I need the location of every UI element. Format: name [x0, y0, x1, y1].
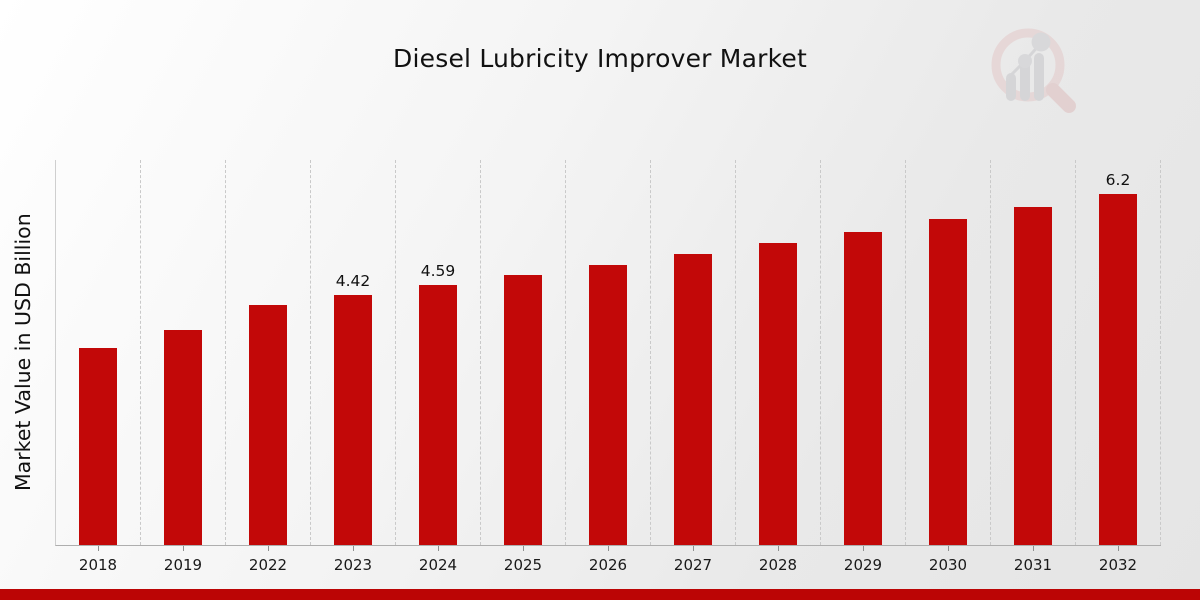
bar	[164, 330, 202, 545]
bar-value-label: 4.59	[420, 262, 456, 280]
bar	[844, 232, 882, 545]
bar	[929, 219, 967, 545]
chart-title: Diesel Lubricity Improver Market	[393, 44, 807, 73]
bar	[589, 265, 627, 545]
chart-column: 4.59 2024	[396, 160, 481, 574]
x-axis-tick	[523, 546, 524, 551]
bar	[79, 348, 117, 545]
y-axis-title: Market Value in USD Billion	[11, 213, 35, 492]
x-tick-label: 2030	[928, 556, 968, 574]
x-tick-label: 2022	[248, 556, 288, 574]
x-axis-tick	[1033, 546, 1034, 551]
x-axis-tick	[1118, 546, 1119, 551]
chart-column: 6.2 2032	[1076, 160, 1161, 574]
bar-value-label: 6.2	[1105, 171, 1131, 189]
bar	[419, 285, 457, 545]
bar	[334, 295, 372, 545]
bar	[504, 275, 542, 545]
x-tick-label: 2018	[78, 556, 118, 574]
chart-column: 2019	[141, 160, 226, 574]
x-axis-tick	[98, 546, 99, 551]
x-axis-tick	[863, 546, 864, 551]
chart-column: 2031	[991, 160, 1076, 574]
x-axis-tick	[353, 546, 354, 551]
bar	[759, 243, 797, 545]
chart-column: 2027	[651, 160, 736, 574]
magnifier-bar-chart-icon	[991, 28, 1076, 113]
x-axis-tick	[608, 546, 609, 551]
x-tick-label: 2023	[333, 556, 373, 574]
plot-area: 2018 2019 2022 4.42 2023 4.59 2024 2025 2026 2027…	[55, 160, 1161, 574]
x-tick-label: 2026	[588, 556, 628, 574]
x-tick-label: 2029	[843, 556, 883, 574]
bar	[1099, 194, 1137, 545]
x-tick-label: 2028	[758, 556, 798, 574]
bar	[674, 254, 712, 545]
x-axis-tick	[183, 546, 184, 551]
chart-column: 2022	[226, 160, 311, 574]
x-tick-label: 2032	[1098, 556, 1138, 574]
x-axis-tick	[693, 546, 694, 551]
bar	[249, 305, 287, 545]
chart-column: 4.42 2023	[311, 160, 396, 574]
chart-column: 2025	[481, 160, 566, 574]
x-tick-label: 2024	[418, 556, 458, 574]
chart-column: 2026	[566, 160, 651, 574]
bar	[1014, 207, 1052, 545]
x-axis-tick	[438, 546, 439, 551]
x-tick-label: 2019	[163, 556, 203, 574]
x-axis-tick	[778, 546, 779, 551]
x-tick-label: 2027	[673, 556, 713, 574]
x-axis-tick	[948, 546, 949, 551]
footer-accent-bar	[0, 589, 1200, 600]
chart-column: 2018	[56, 160, 141, 574]
chart-column: 2030	[906, 160, 991, 574]
x-axis-tick	[268, 546, 269, 551]
chart-column: 2029	[821, 160, 906, 574]
chart-column: 2028	[736, 160, 821, 574]
x-tick-label: 2025	[503, 556, 543, 574]
x-tick-label: 2031	[1013, 556, 1053, 574]
bar-value-label: 4.42	[335, 272, 371, 290]
